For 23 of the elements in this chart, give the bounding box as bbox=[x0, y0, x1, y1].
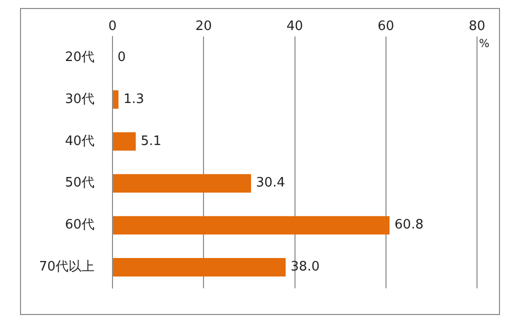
data-label: 1.3 bbox=[123, 92, 144, 107]
bar bbox=[113, 258, 286, 276]
x-tick-label: 0 bbox=[108, 19, 117, 34]
data-label: 38.0 bbox=[290, 260, 320, 275]
bar bbox=[113, 90, 118, 109]
y-tick-label: 60代 bbox=[64, 218, 95, 233]
data-label: 60.8 bbox=[394, 218, 424, 233]
x-tick-label: 60 bbox=[378, 19, 394, 34]
y-tick-label: 40代 bbox=[64, 134, 95, 149]
bar bbox=[113, 216, 390, 235]
y-tick-label: 70代以上 bbox=[38, 260, 95, 275]
data-label: 0 bbox=[118, 50, 126, 65]
x-tick-label: 20 bbox=[195, 19, 212, 34]
x-tick-label: 40 bbox=[286, 19, 304, 34]
y-tick-label: 50代 bbox=[64, 176, 95, 191]
data-label: 30.4 bbox=[256, 176, 285, 191]
x-tick-label: 80 bbox=[468, 19, 486, 34]
bar bbox=[113, 174, 252, 193]
data-label: 5.1 bbox=[140, 134, 162, 149]
bar bbox=[113, 132, 136, 151]
y-tick-label: 20代 bbox=[64, 50, 95, 65]
y-tick-label: 30代 bbox=[64, 92, 95, 107]
x-axis-title: % bbox=[479, 36, 490, 50]
